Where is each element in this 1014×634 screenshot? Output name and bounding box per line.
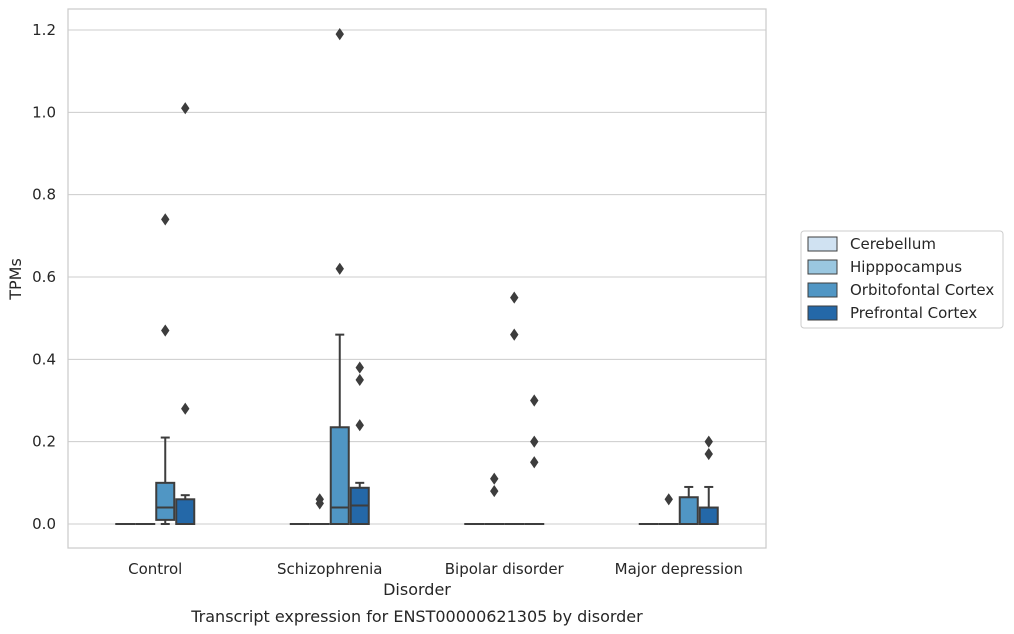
chart-caption: Transcript expression for ENST0000062130…: [190, 607, 643, 626]
outlier-point: [355, 373, 364, 386]
outlier-point: [355, 361, 364, 374]
boxes: [115, 333, 719, 526]
legend-label: Cerebellum: [850, 235, 936, 253]
y-tick-label: 0.0: [32, 515, 56, 533]
legend-swatch: [807, 259, 838, 275]
box-prefrontal-cortex: [175, 494, 196, 525]
box-orbitofontal-cortex: [329, 333, 350, 525]
outlier-point: [704, 435, 713, 448]
y-tick-label: 0.6: [32, 268, 56, 286]
legend-label: Hipppocampus: [850, 258, 962, 276]
grid-lines: [68, 29, 766, 525]
box-body: [698, 506, 719, 525]
outliers: [161, 28, 713, 510]
outlier-point: [510, 328, 519, 341]
legend-label: Orbitofontal Cortex: [850, 281, 994, 299]
outlier-point: [490, 472, 499, 485]
y-tick-label: 0.2: [32, 433, 56, 451]
outlier-point: [355, 419, 364, 432]
legend-swatch: [807, 282, 838, 298]
outlier-point: [530, 456, 539, 469]
y-tick-labels: 0.0 0.2 0.4 0.6 0.8 1.0 1.2: [32, 21, 56, 533]
x-tick-label: Major depression: [615, 560, 743, 578]
outlier-point: [181, 402, 190, 415]
y-tick-label: 0.8: [32, 186, 56, 204]
box-prefrontal-cortex: [698, 485, 719, 525]
box-body: [175, 498, 196, 525]
x-tick-label: Control: [128, 560, 182, 578]
x-axis-label: Disorder: [383, 580, 451, 599]
outlier-point: [335, 262, 344, 275]
outlier-point: [704, 447, 713, 461]
legend-swatch: [807, 305, 838, 321]
outlier-point: [664, 493, 673, 506]
outlier-point: [161, 324, 170, 337]
x-tick-labels: Control Schizophrenia Bipolar disorder Majo…: [128, 560, 743, 578]
box-body: [329, 426, 350, 525]
outlier-point: [161, 213, 170, 226]
outlier-point: [315, 493, 324, 506]
box-orbitofontal-cortex: [678, 485, 699, 526]
y-tick-label: 1.0: [32, 103, 56, 121]
legend: Cerebellum Hipppocampus Orbitofontal Corte…: [800, 230, 1004, 329]
outlier-point: [530, 394, 539, 407]
y-tick-label: 0.4: [32, 350, 56, 368]
box-body: [678, 496, 699, 526]
legend-swatch: [807, 236, 838, 252]
outlier-point: [530, 435, 539, 448]
legend-label: Prefrontal Cortex: [850, 304, 977, 322]
y-tick-label: 1.2: [32, 21, 56, 39]
outlier-point: [335, 28, 344, 41]
y-axis-label: TPMs: [6, 258, 25, 301]
box-body: [155, 481, 176, 521]
legend-frame: [800, 230, 1004, 329]
outlier-point: [490, 484, 499, 498]
box-prefrontal-cortex: [349, 481, 370, 526]
outlier-point: [181, 102, 190, 115]
outlier-point: [510, 291, 519, 304]
x-tick-label: Schizophrenia: [277, 560, 382, 578]
box-orbitofontal-cortex: [155, 436, 176, 525]
plot-area-frame: [67, 8, 767, 549]
x-tick-label: Bipolar disorder: [445, 560, 565, 578]
